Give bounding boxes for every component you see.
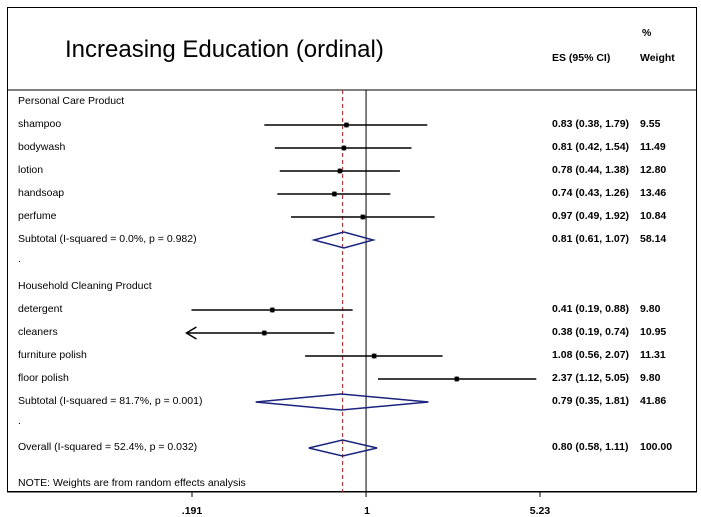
study-0-2-label: lotion (18, 164, 44, 176)
header-es: ES (95% CI) (552, 52, 611, 64)
study-0-3-weight: 13.46 (640, 187, 667, 199)
group-label-0: Personal Care Product (18, 95, 125, 107)
study-0-2-point (337, 168, 343, 174)
overall-label: Overall (I-squared = 52.4%, p = 0.032) (18, 441, 198, 453)
footnote: NOTE: Weights are from random effects an… (18, 477, 246, 489)
subtotal-1-label: Subtotal (I-squared = 81.7%, p = 0.001) (18, 395, 203, 407)
study-1-1-arrow (184, 326, 197, 340)
separator-dot-0: . (18, 253, 21, 265)
group-label-1: Household Cleaning Product (18, 280, 152, 292)
study-0-0-ci: 0.83 (0.38, 1.79) (552, 118, 630, 130)
study-0-3-ci: 0.74 (0.43, 1.26) (552, 187, 630, 199)
chart-title: Increasing Education (ordinal) (65, 36, 384, 63)
subtotal-1-weight: 41.86 (640, 395, 667, 407)
study-1-3-label: floor polish (18, 372, 69, 384)
study-0-2-ci: 0.78 (0.44, 1.38) (552, 164, 630, 176)
subtotal-0-ci: 0.81 (0.61, 1.07) (552, 233, 630, 245)
overall-weight: 100.00 (640, 441, 673, 453)
subtotal-0-weight: 58.14 (640, 233, 667, 245)
study-1-3-ci: 2.37 (1.12, 5.05) (552, 372, 630, 384)
study-0-1-ci: 0.81 (0.42, 1.54) (552, 141, 630, 153)
study-1-1-label: cleaners (18, 326, 58, 338)
separator-dot-1: . (18, 415, 21, 427)
study-1-0-point (269, 307, 275, 313)
study-0-4-weight: 10.84 (640, 210, 667, 222)
study-0-3-point (331, 191, 337, 197)
study-1-0-label: detergent (18, 303, 63, 315)
study-1-3-point (454, 376, 460, 382)
overall-ci: 0.80 (0.58, 1.11) (552, 441, 629, 453)
header-weight: Weight (640, 52, 675, 64)
study-1-2-point (371, 353, 377, 359)
study-0-0-label: shampoo (18, 118, 62, 130)
study-0-3-label: handsoap (18, 187, 65, 199)
study-1-1-weight: 10.95 (640, 326, 667, 338)
header-percent: % (642, 27, 652, 39)
study-1-3-weight: 9.80 (640, 372, 661, 384)
study-0-1-weight: 11.49 (640, 141, 666, 153)
study-0-1-label: bodywash (18, 141, 66, 153)
subtotal-1-ci: 0.79 (0.35, 1.81) (552, 395, 630, 407)
subtotal-0-diamond (311, 231, 377, 249)
study-1-2-weight: 11.31 (640, 349, 666, 361)
study-0-4-ci: 0.97 (0.49, 1.92) (552, 210, 630, 222)
subtotal-1-diamond (255, 393, 429, 411)
study-1-2-label: furniture polish (18, 349, 87, 361)
subtotal-0-label: Subtotal (I-squared = 0.0%, p = 0.982) (18, 233, 197, 245)
study-0-4-point (360, 214, 366, 220)
study-1-2-ci: 1.08 (0.56, 2.07) (552, 349, 630, 361)
study-1-0-weight: 9.80 (640, 303, 661, 315)
study-1-1-ci: 0.38 (0.19, 0.74) (552, 326, 630, 338)
study-0-4-label: perfume (18, 210, 57, 222)
x-tick-one: 1 (364, 505, 370, 517)
study-0-0-weight: 9.55 (640, 118, 661, 130)
x-tick-low: .191 (181, 505, 203, 517)
study-0-2-weight: 12.80 (640, 164, 667, 176)
study-0-0-point (343, 122, 349, 128)
overall-diamond (308, 439, 378, 457)
study-1-0-ci: 0.41 (0.19, 0.88) (552, 303, 630, 315)
x-tick-high: 5.23 (529, 505, 551, 517)
study-0-1-point (341, 145, 347, 151)
study-1-1-point (261, 330, 267, 336)
